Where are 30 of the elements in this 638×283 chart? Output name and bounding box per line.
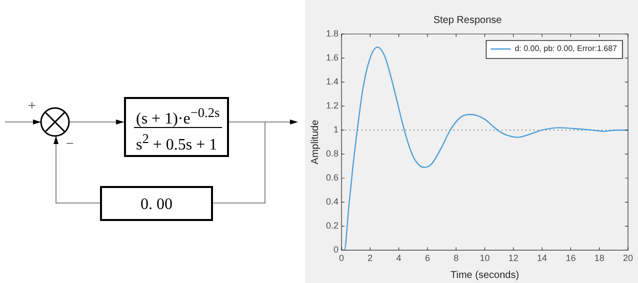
y-tick-label: 0.4	[326, 196, 339, 207]
text: +	[28, 99, 36, 114]
x-tick-label: 10	[480, 253, 490, 264]
y-tick-label: 1	[333, 124, 339, 135]
x-tick-label: 6	[424, 253, 430, 264]
line-series	[342, 46, 628, 250]
x-tick-label: 20	[622, 253, 634, 264]
y-tick-label: 1.4	[326, 76, 339, 87]
x-tick-label: 12	[508, 253, 518, 264]
x-tick-label: 8	[454, 253, 459, 264]
x-axis-title: Time (seconds)	[450, 270, 520, 281]
text: −	[66, 137, 74, 152]
text: (s + 1)·e$^{−0.2s}$	[136, 105, 220, 128]
y-tick-label: 0.8	[326, 148, 339, 159]
y-tick-label: 1.8	[326, 28, 339, 38]
y-tick-label: 0	[333, 244, 339, 255]
text: s$^{2}$ + 0.5s + 1	[136, 131, 218, 154]
y-tick-label: 1.2	[326, 100, 339, 111]
chart-title: Step Response	[433, 14, 502, 26]
x-tick-label: 18	[594, 253, 604, 264]
text: 0. 00	[140, 196, 174, 213]
x-tick-label: 4	[396, 253, 402, 264]
x-tick-label: 2	[368, 253, 373, 264]
x-tick-label: 14	[537, 253, 548, 264]
y-tick-label: 0.2	[326, 220, 339, 231]
y-axis-title: Amplitude	[310, 119, 321, 164]
legend-label: d: 0.00, pb: 0.00, Error:1.687	[514, 44, 618, 54]
x-tick-label: 16	[566, 253, 576, 264]
y-tick-label: 1.6	[326, 52, 339, 63]
y-tick-label: 0.6	[326, 172, 339, 183]
